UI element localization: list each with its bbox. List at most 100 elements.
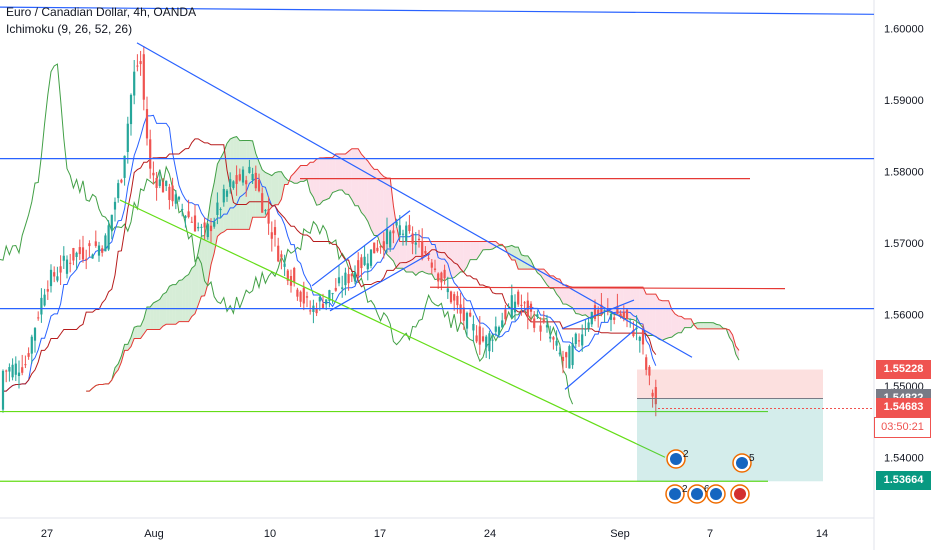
cloud-segment: [300, 165, 304, 182]
candle-body: [539, 325, 542, 332]
cloud-segment: [233, 136, 237, 230]
cloud-segment: [559, 279, 563, 305]
cloud-segment: [636, 287, 640, 325]
candle-body: [625, 309, 629, 320]
cloud-segment: [684, 318, 688, 328]
candle-body: [264, 210, 267, 212]
cloud-segment: [438, 241, 442, 280]
cloud-segment: [150, 302, 154, 330]
candle-body: [85, 258, 88, 261]
candle-body: [507, 306, 510, 308]
candle-body: [350, 273, 353, 277]
cloud-segment: [316, 157, 320, 206]
cloud-segment: [678, 316, 682, 333]
candle-body: [155, 177, 158, 188]
cloud-segment: [707, 322, 711, 329]
cloud-segment: [524, 255, 528, 270]
cloud-segment: [131, 327, 135, 347]
candle-body: [577, 340, 581, 342]
x-tick-label: Sep: [610, 528, 630, 540]
y-tick-label: 1.58000: [884, 166, 924, 178]
candle-body: [181, 208, 184, 210]
candle-body: [430, 262, 433, 268]
symbol-title[interactable]: Euro / Canadian Dollar, 4h, OANDA: [6, 5, 197, 19]
candle-body: [481, 336, 485, 342]
tenkan-sen-line: [3, 114, 657, 392]
candle-body: [117, 183, 120, 199]
cloud-segment: [639, 287, 643, 328]
cloud-segment: [140, 318, 144, 339]
candle-body: [216, 202, 219, 215]
lower-trend-line: [119, 199, 666, 458]
candle-body: [433, 268, 437, 270]
candle-body: [129, 94, 133, 125]
candle-body: [392, 230, 395, 234]
cloud-segment: [220, 152, 224, 234]
cloud-segment: [137, 326, 141, 339]
candle-body: [328, 290, 331, 301]
candle-body: [222, 188, 225, 203]
candle-body: [139, 61, 142, 65]
candle-body: [184, 215, 187, 219]
candle-body: [190, 221, 193, 223]
candle-body: [318, 297, 321, 302]
candle-body: [8, 367, 11, 372]
candle-body: [49, 269, 53, 287]
candle-body: [366, 263, 369, 270]
cloud-segment: [665, 300, 669, 339]
cloud-segment: [687, 318, 691, 328]
cloud-segment: [457, 241, 461, 275]
cloud-segment: [188, 268, 192, 322]
candle-body: [379, 246, 382, 248]
candle-body: [635, 327, 638, 329]
candle-body: [411, 233, 414, 244]
candle-body: [325, 299, 328, 305]
cloud-segment: [227, 139, 231, 230]
cloud-segment: [364, 157, 368, 222]
candle-body: [517, 291, 520, 305]
candle-body: [133, 71, 136, 96]
cloud-segment: [307, 162, 311, 193]
candle-body: [373, 242, 376, 254]
candle-body: [40, 297, 43, 315]
candle-body: [331, 293, 334, 295]
price-tag: 1.55228: [876, 359, 931, 379]
x-tick-label: 24: [484, 528, 496, 540]
cloud-segment: [134, 326, 138, 339]
candle-body: [56, 276, 59, 281]
cloud-segment: [175, 280, 179, 325]
candle-body: [94, 241, 97, 246]
candle-body: [533, 318, 536, 328]
candle-body: [158, 179, 161, 186]
cloud-segment: [646, 294, 650, 336]
candle-body: [273, 227, 277, 235]
cloud-segment: [604, 287, 608, 312]
cloud-segment: [278, 171, 282, 205]
cloud-segment: [697, 322, 701, 329]
cloud-segment: [195, 252, 199, 314]
candle-body: [136, 65, 139, 67]
cloud-segment: [355, 148, 359, 206]
candle-body: [584, 328, 587, 330]
indicator-label[interactable]: Ichimoku (9, 26, 52, 26): [6, 22, 133, 36]
y-tick-label: 1.57000: [884, 238, 924, 250]
candle-body: [401, 233, 405, 235]
candle-body: [235, 175, 238, 184]
candle-body: [520, 304, 523, 306]
cloud-segment: [563, 284, 567, 305]
candle-body: [513, 301, 517, 313]
candle-body: [414, 242, 417, 245]
candle-body: [501, 320, 504, 328]
candle-body: [472, 323, 475, 331]
cloud-segment: [473, 241, 477, 260]
candle-body: [488, 333, 491, 352]
cloud-segment: [249, 140, 253, 230]
candle-body: [622, 311, 625, 319]
candle-body: [248, 166, 251, 173]
cloud-segment: [230, 137, 234, 230]
candle-body: [549, 336, 552, 339]
x-tick-label: 7: [707, 528, 713, 540]
candle-body: [609, 313, 613, 320]
